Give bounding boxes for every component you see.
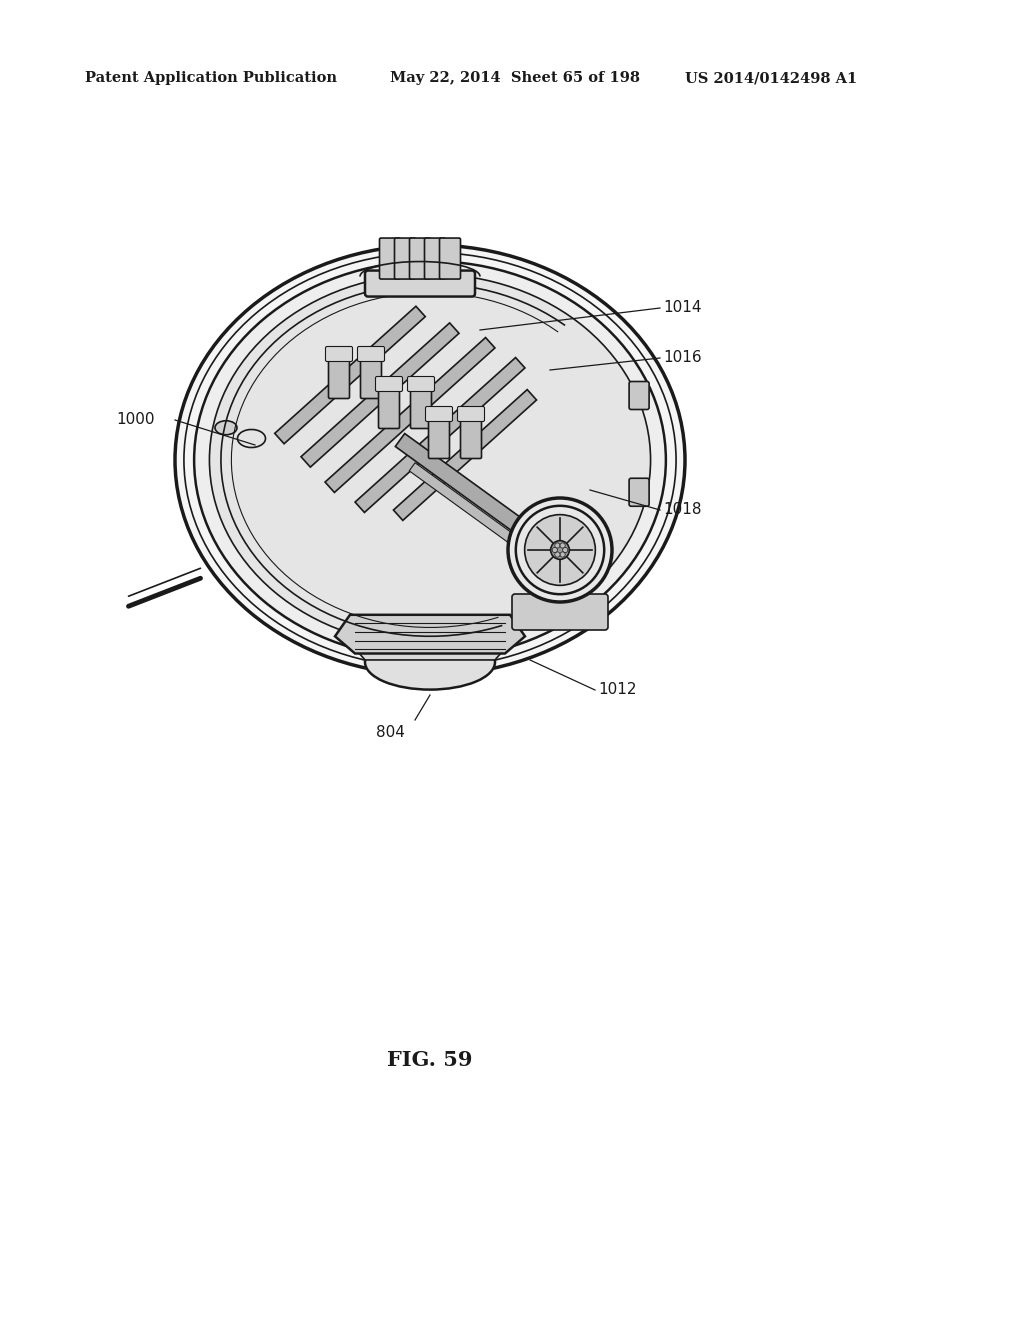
Circle shape xyxy=(524,515,595,585)
FancyBboxPatch shape xyxy=(326,346,352,362)
Ellipse shape xyxy=(195,261,666,659)
Polygon shape xyxy=(325,338,495,492)
FancyBboxPatch shape xyxy=(458,407,484,421)
FancyBboxPatch shape xyxy=(512,594,608,630)
Circle shape xyxy=(555,552,560,557)
FancyBboxPatch shape xyxy=(394,238,416,279)
FancyBboxPatch shape xyxy=(380,238,400,279)
Text: 1014: 1014 xyxy=(663,301,701,315)
Polygon shape xyxy=(395,433,550,552)
FancyBboxPatch shape xyxy=(357,346,384,362)
Text: 1018: 1018 xyxy=(663,503,701,517)
Polygon shape xyxy=(335,615,525,653)
Text: FIG. 59: FIG. 59 xyxy=(387,1049,473,1071)
Ellipse shape xyxy=(365,635,495,689)
Text: US 2014/0142498 A1: US 2014/0142498 A1 xyxy=(685,71,857,84)
Circle shape xyxy=(551,541,569,560)
Polygon shape xyxy=(410,463,536,558)
Text: Patent Application Publication: Patent Application Publication xyxy=(85,71,337,84)
Text: May 22, 2014  Sheet 65 of 198: May 22, 2014 Sheet 65 of 198 xyxy=(390,71,640,84)
Circle shape xyxy=(560,552,565,557)
Text: 1012: 1012 xyxy=(598,682,637,697)
FancyBboxPatch shape xyxy=(425,238,445,279)
FancyBboxPatch shape xyxy=(376,376,402,392)
Text: 1016: 1016 xyxy=(663,351,701,366)
Polygon shape xyxy=(393,389,537,520)
FancyBboxPatch shape xyxy=(428,413,450,458)
FancyBboxPatch shape xyxy=(461,413,481,458)
Ellipse shape xyxy=(210,275,650,645)
FancyBboxPatch shape xyxy=(360,354,382,399)
Circle shape xyxy=(508,498,612,602)
FancyBboxPatch shape xyxy=(439,238,461,279)
FancyBboxPatch shape xyxy=(365,271,475,297)
Polygon shape xyxy=(301,323,459,467)
FancyBboxPatch shape xyxy=(410,238,430,279)
FancyBboxPatch shape xyxy=(426,407,453,421)
Polygon shape xyxy=(350,628,510,660)
Circle shape xyxy=(560,543,565,548)
Ellipse shape xyxy=(215,421,237,434)
Circle shape xyxy=(555,543,560,548)
FancyBboxPatch shape xyxy=(629,478,649,507)
FancyBboxPatch shape xyxy=(408,376,434,392)
Polygon shape xyxy=(355,358,525,512)
FancyBboxPatch shape xyxy=(329,354,349,399)
FancyBboxPatch shape xyxy=(379,384,399,429)
Ellipse shape xyxy=(175,246,685,675)
Polygon shape xyxy=(274,306,425,444)
FancyBboxPatch shape xyxy=(411,384,431,429)
Text: 1000: 1000 xyxy=(117,412,155,428)
Text: 804: 804 xyxy=(376,725,404,741)
Circle shape xyxy=(552,548,557,553)
FancyBboxPatch shape xyxy=(629,381,649,409)
Circle shape xyxy=(562,548,567,553)
